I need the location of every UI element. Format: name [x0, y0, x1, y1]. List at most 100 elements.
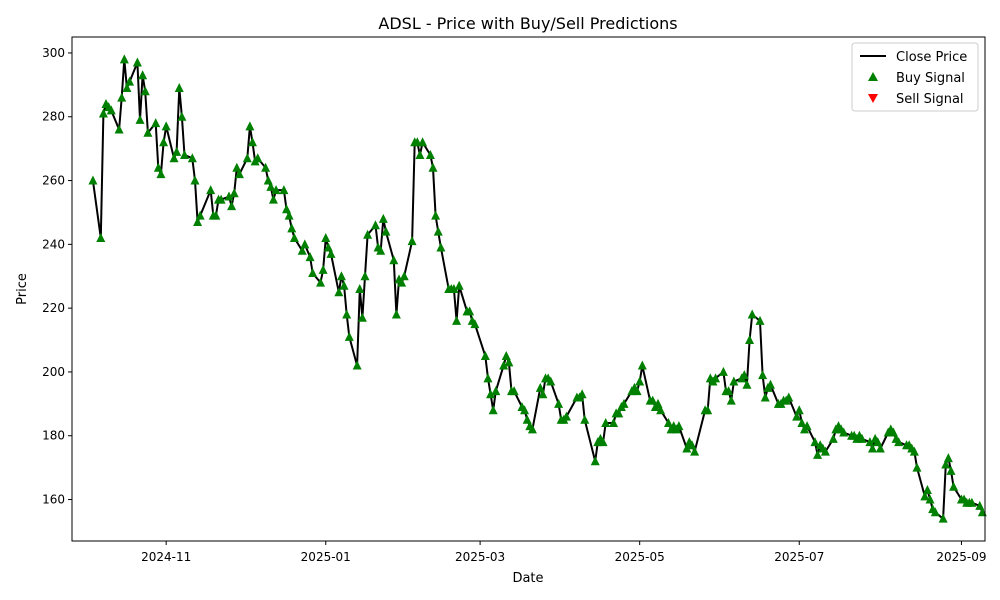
buy-signal-marker	[690, 446, 700, 456]
buy-signal-marker	[920, 491, 930, 501]
buy-signal-marker	[742, 379, 752, 389]
buy-signal-marker	[486, 389, 496, 399]
buy-signal-marker	[609, 417, 619, 427]
x-tick-label: 2024-11	[141, 550, 191, 564]
buy-signal-marker	[125, 76, 135, 86]
buy-signal-marker	[211, 210, 221, 220]
buy-signal-marker	[760, 392, 770, 402]
buy-signal-marker	[389, 255, 399, 265]
buy-signal-marker	[391, 309, 401, 319]
buy-signal-marker	[268, 194, 278, 204]
buy-signal-marker	[282, 204, 292, 214]
buy-signal-marker	[663, 417, 673, 427]
buy-signal-marker	[747, 309, 757, 319]
buy-signal-marker	[428, 162, 438, 172]
buy-signal-marker	[232, 162, 242, 172]
buy-signal-marker	[326, 248, 336, 258]
buy-signal-marker	[765, 379, 775, 389]
buy-signal-marker	[554, 398, 564, 408]
buy-signal-marker	[122, 83, 132, 93]
buy-signal-marker	[316, 277, 326, 287]
buy-signal-marker	[967, 497, 977, 507]
buy-signal-marker	[342, 309, 352, 319]
buy-signal-marker	[132, 57, 142, 67]
legend-box	[851, 42, 979, 112]
buy-signal-marker	[344, 331, 354, 341]
buy-signal-marker	[894, 437, 904, 447]
buy-signal-marker	[601, 417, 611, 427]
buy-signal-marker	[857, 433, 867, 443]
buy-signal-marker	[909, 446, 919, 456]
buy-signal-marker	[943, 453, 953, 463]
buy-signal-marker	[810, 437, 820, 447]
buy-signal-marker	[172, 146, 182, 156]
legend-label-buy-signal: Buy Signal	[896, 71, 965, 86]
buy-signal-marker	[174, 83, 184, 93]
buy-signal-marker	[718, 366, 728, 376]
buy-signal-marker	[229, 188, 239, 198]
buy-signal-marker	[520, 405, 530, 415]
buy-signal-marker	[755, 315, 765, 325]
buy-signal-marker	[454, 280, 464, 290]
y-tick-label: 300	[42, 46, 65, 60]
legend-label-sell-signal: Sell Signal	[896, 92, 964, 107]
x-axis: 2024-11 2025-01 2025-03 2025-05 2025-07 2025-…	[141, 541, 987, 564]
buy-signal-marker	[287, 223, 297, 233]
buy-signal-marker	[614, 408, 624, 418]
legend-label-close-price: Close Price	[896, 50, 967, 65]
buy-signal-marker	[724, 386, 734, 396]
x-tick-label: 2025-01	[301, 550, 351, 564]
buy-signal-marker	[216, 194, 226, 204]
buy-signal-marker	[975, 500, 985, 510]
buy-signal-marker	[227, 201, 237, 211]
buy-signal-marker	[161, 121, 171, 131]
buy-signal-marker	[106, 105, 116, 115]
x-tick-label: 2025-09	[936, 550, 986, 564]
buy-signal-marker	[632, 386, 642, 396]
plot-area	[88, 54, 987, 523]
buy-signal-marker	[98, 108, 108, 118]
buy-signal-marker	[425, 150, 435, 160]
y-tick-label: 280	[42, 110, 65, 124]
buy-signal-marker	[527, 424, 537, 434]
buy-signal-marker	[703, 405, 713, 415]
buy-signal-marker	[522, 414, 532, 424]
y-tick-label: 200	[42, 365, 65, 379]
buy-signal-marker	[792, 411, 802, 421]
buy-signal-marker	[245, 121, 255, 131]
buy-signal-marker	[305, 252, 315, 262]
buy-signal-marker	[397, 277, 407, 287]
buy-signal-marker	[598, 437, 608, 447]
buy-signal-marker	[357, 312, 367, 322]
buy-signal-marker	[501, 350, 511, 360]
buy-signal-marker	[284, 210, 294, 220]
buy-signal-marker	[289, 232, 299, 242]
buy-signal-marker	[491, 386, 501, 396]
buy-signal-marker	[912, 462, 922, 472]
y-tick-label: 220	[42, 301, 65, 315]
buy-signal-marker	[465, 306, 475, 316]
buy-signal-marker	[637, 360, 647, 370]
buy-signal-marker	[300, 239, 310, 249]
buy-signal-marker	[253, 153, 263, 163]
buy-signal-marker	[370, 220, 380, 230]
buy-signal-marker	[431, 210, 441, 220]
buy-signal-marker	[190, 175, 200, 185]
buy-signal-marker	[177, 111, 187, 121]
buy-signal-marker	[868, 443, 878, 453]
buy-signal-marker	[261, 162, 271, 172]
buy-signal-marker	[193, 217, 203, 227]
buy-signal-marker	[470, 319, 480, 329]
buy-signal-marker	[797, 417, 807, 427]
buy-signal-marker	[802, 421, 812, 431]
buy-signal-marker	[96, 232, 106, 242]
buy-signal-marker	[930, 507, 940, 517]
y-axis: 160 180 200 220 240 260 280 300	[42, 46, 72, 507]
buy-signal-marker	[794, 405, 804, 415]
legend-sell-signal-marker	[868, 94, 878, 103]
buy-signal-marker	[407, 236, 417, 246]
buy-signal-marker	[820, 446, 830, 456]
buy-signal-marker	[941, 459, 951, 469]
buy-signal-marker	[418, 137, 428, 147]
